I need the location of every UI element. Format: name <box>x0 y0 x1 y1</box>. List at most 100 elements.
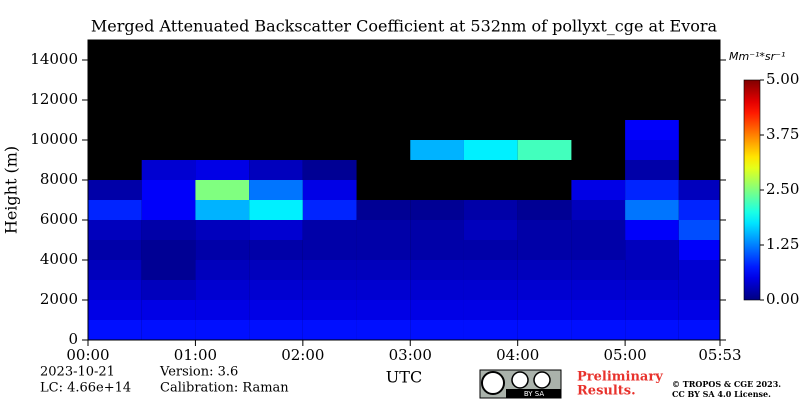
heatmap-cell <box>195 240 250 260</box>
heatmap-cell <box>195 300 250 320</box>
heatmap-cell <box>141 160 196 180</box>
copyright: © TROPOS & CGE 2023. <box>672 379 781 389</box>
x-tick-label: 02:00 <box>281 346 324 364</box>
heatmap-cell <box>356 300 411 320</box>
heatmap-cell <box>625 320 679 340</box>
heatmap-cell <box>571 320 626 340</box>
colorbar-tick-label: 1.25 <box>766 235 799 253</box>
heatmap-cell <box>195 180 250 200</box>
heatmap-cell <box>356 260 411 280</box>
heatmap-cell <box>249 180 303 200</box>
heatmap-cell <box>678 240 720 260</box>
calibration: Calibration: Raman <box>160 381 289 396</box>
heatmap-cell <box>302 200 357 220</box>
heatmap-cell <box>625 260 679 280</box>
x-tick-label: 05:53 <box>698 346 741 364</box>
heatmap-cell <box>571 240 626 260</box>
plot-frame <box>87 39 721 341</box>
heatmap-cell <box>463 300 518 320</box>
heatmap-cell <box>302 280 357 300</box>
heatmap-cell <box>463 200 518 220</box>
heatmap-cell <box>625 200 679 220</box>
heatmap-cell <box>249 200 303 220</box>
heatmap-cell <box>517 300 572 320</box>
heatmap-cell <box>141 300 196 320</box>
heatmap-cell <box>517 240 572 260</box>
version: Version: 3.6 <box>159 365 238 380</box>
heatmap-cell <box>302 320 357 340</box>
cc-logo: BY SA <box>479 369 562 399</box>
heatmap-cell <box>302 260 357 280</box>
heatmap-cell <box>571 220 626 240</box>
preliminary: Preliminary <box>577 370 663 385</box>
cc-badge-text: BY SA <box>524 390 544 398</box>
heatmap-cell <box>195 200 250 220</box>
heatmap-cell <box>88 300 142 320</box>
heatmap-cell <box>571 200 626 220</box>
heatmap-cell <box>410 140 464 160</box>
heatmap-cell <box>141 200 196 220</box>
y-tick-label: 0 <box>68 330 78 348</box>
heatmap-cell <box>410 320 464 340</box>
heatmap-cell <box>517 280 572 300</box>
chart-title: Merged Attenuated Backscatter Coefficien… <box>91 17 718 36</box>
heatmap-cell <box>678 300 720 320</box>
heatmap-cell <box>678 200 720 220</box>
heatmap-cell <box>625 300 679 320</box>
heatmap-cell <box>571 300 626 320</box>
y-tick-label: 12000 <box>30 90 78 108</box>
heatmap-cell <box>571 180 626 200</box>
y-axis-label: Height (m) <box>2 146 21 234</box>
heatmap-cell <box>410 240 464 260</box>
heatmap-cell <box>410 220 464 240</box>
lidar-constant: LC: 4.66e+14 <box>40 381 131 396</box>
heatmap-cell <box>302 160 357 180</box>
heatmap-cell <box>356 320 411 340</box>
heatmap-cell <box>141 220 196 240</box>
heatmap-cell <box>141 280 196 300</box>
heatmap-cell <box>625 140 679 160</box>
heatmap-cell <box>517 220 572 240</box>
heatmap-cell <box>356 240 411 260</box>
heatmap-cell <box>249 280 303 300</box>
heatmap-cell <box>141 180 196 200</box>
heatmap-cell <box>625 160 679 180</box>
heatmap-cell <box>625 280 679 300</box>
heatmap-cell <box>88 260 142 280</box>
heatmap-cell <box>195 220 250 240</box>
y-tick-label: 14000 <box>30 50 78 68</box>
heatmap-cell <box>463 280 518 300</box>
heatmap-cell <box>678 280 720 300</box>
x-axis-label: UTC <box>386 368 422 387</box>
x-tick-label: 01:00 <box>174 346 217 364</box>
heatmap-cell <box>517 140 572 160</box>
heatmap-cell <box>302 240 357 260</box>
heatmap-cell <box>88 280 142 300</box>
heatmap-cell <box>195 160 250 180</box>
heatmap-cell <box>517 320 572 340</box>
heatmap-cell <box>463 140 518 160</box>
heatmap-cell <box>463 260 518 280</box>
heatmap-cell <box>249 300 303 320</box>
heatmap-cell <box>678 180 720 200</box>
heatmap-cell <box>678 260 720 280</box>
heatmap-cell <box>249 220 303 240</box>
colorbar-tick-label: 2.50 <box>766 180 799 198</box>
heatmap-cell <box>678 320 720 340</box>
heatmap-cell <box>517 200 572 220</box>
copyright: CC BY SA 4.0 License. <box>672 389 771 399</box>
y-tick-label: 8000 <box>40 170 78 188</box>
y-tick-label: 4000 <box>40 250 78 268</box>
heatmap-cell <box>88 320 142 340</box>
x-tick-label: 04:00 <box>496 346 539 364</box>
x-tick-label: 00:00 <box>66 346 109 364</box>
date: 2023-10-21 <box>40 365 115 380</box>
heatmap-cell <box>410 260 464 280</box>
x-tick-label: 03:00 <box>389 346 432 364</box>
heatmap-cell <box>302 300 357 320</box>
heatmap-cell <box>463 220 518 240</box>
heatmap-cell <box>88 200 142 220</box>
preliminary: Results. <box>577 384 636 399</box>
colorbar-tick-label: 5.00 <box>766 70 799 88</box>
heatmap-cell <box>463 320 518 340</box>
